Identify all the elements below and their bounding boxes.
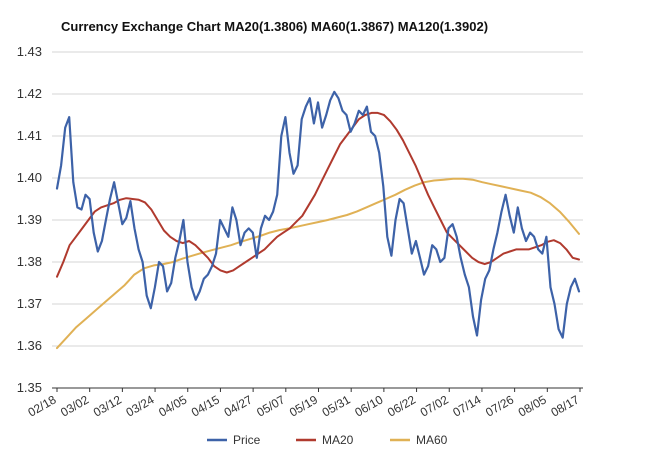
y-tick-label: 1.38 [17, 254, 42, 269]
x-tick-label: 02/18 [25, 392, 58, 419]
y-tick-label: 1.35 [17, 380, 42, 395]
x-tick-label: 08/05 [516, 392, 549, 419]
gridlines [52, 51, 583, 389]
x-tick-label: 06/10 [352, 392, 385, 419]
y-axis-ticks: 1.35 1.36 1.37 1.38 1.39 1.40 1.41 1.42 1.43 [17, 44, 42, 395]
y-tick-label: 1.40 [17, 170, 42, 185]
x-tick-label: 08/17 [548, 392, 581, 419]
x-axis-ticks: 02/18 03/02 03/12 03/24 04/05 04/15 04/27 05/07… [25, 388, 582, 420]
legend: Price MA20 MA60 [207, 433, 448, 447]
series-line-price [55, 90, 581, 339]
y-tick-label: 1.39 [17, 212, 42, 227]
x-tick-label: 04/15 [189, 392, 222, 419]
x-tick-label: 04/27 [222, 392, 255, 419]
x-tick-label: 03/24 [124, 392, 157, 419]
x-tick-label: 03/02 [58, 392, 91, 419]
x-tick-label: 05/07 [254, 392, 287, 419]
chart-title: Currency Exchange Chart MA20(1.3806) MA6… [61, 19, 488, 34]
y-tick-label: 1.43 [17, 44, 42, 59]
x-tick-label: 07/26 [483, 392, 516, 419]
series-line-ma60 [56, 177, 580, 350]
x-tick-label: 04/05 [156, 392, 189, 419]
y-tick-label: 1.42 [17, 86, 42, 101]
x-tick-label: 05/19 [287, 392, 320, 419]
y-tick-label: 1.36 [17, 338, 42, 353]
series-lines [55, 90, 581, 350]
x-tick-label: 07/14 [450, 392, 483, 419]
y-tick-label: 1.37 [17, 296, 42, 311]
x-tick-label: 05/31 [320, 392, 353, 419]
x-tick-label: 03/12 [91, 392, 124, 419]
legend-ma60-label: MA60 [416, 433, 448, 447]
legend-price-label: Price [233, 433, 261, 447]
x-tick-label: 07/02 [418, 392, 451, 419]
series-line-ma20 [56, 111, 580, 278]
y-tick-label: 1.41 [17, 128, 42, 143]
x-tick-label: 06/22 [385, 392, 418, 419]
legend-ma20-label: MA20 [322, 433, 354, 447]
